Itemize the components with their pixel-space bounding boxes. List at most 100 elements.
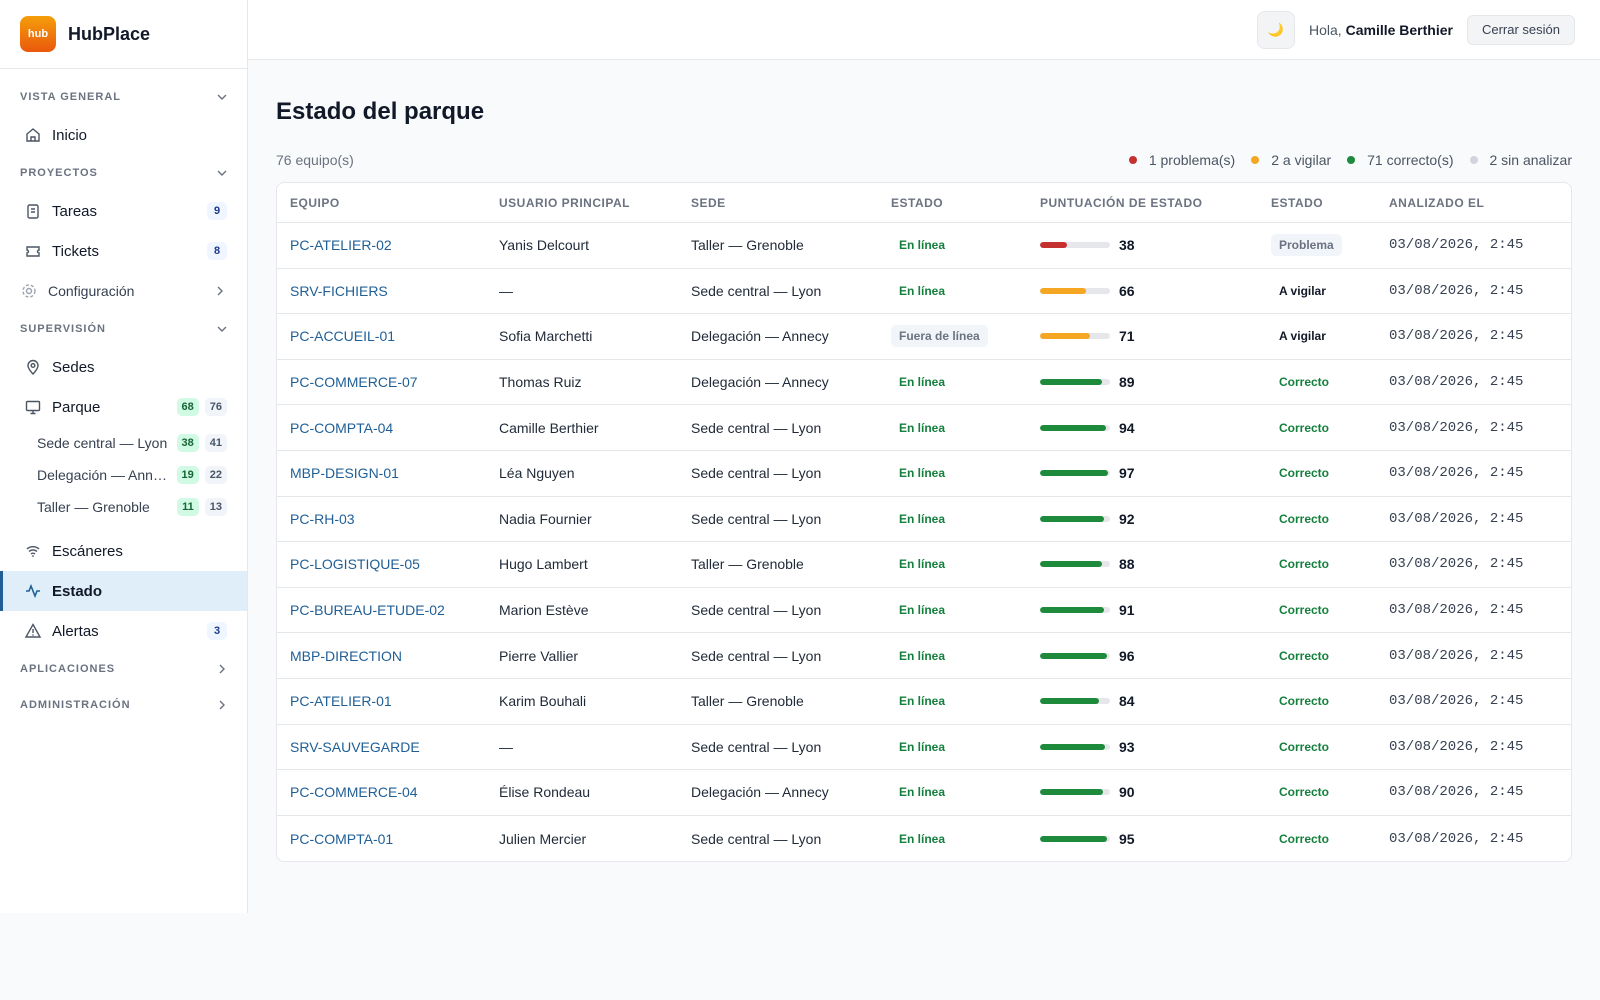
brand[interactable]: hub HubPlace	[0, 0, 247, 69]
table-row[interactable]: PC-ACCUEIL-01 Sofia Marchetti Delegación —…	[277, 314, 1571, 360]
health-score: 89	[1040, 374, 1271, 390]
table-row[interactable]: PC-LOGISTIQUE-05 Hugo Lambert Taller — Gre…	[277, 542, 1571, 588]
health-status-badge: Correcto	[1279, 648, 1330, 663]
device-link[interactable]: PC-RH-03	[290, 510, 355, 527]
table-row[interactable]: SRV-SAUVEGARDE — Sede central — Lyon En lín…	[277, 725, 1571, 771]
col-user-header[interactable]: USUARIO PRINCIPAL	[499, 195, 630, 210]
device-link[interactable]: PC-BUREAU-ETUDE-02	[290, 602, 445, 619]
scanned-at: 03/08/2026, 2:45	[1389, 510, 1524, 527]
device-link[interactable]: SRV-SAUVEGARDE	[290, 738, 420, 755]
score-value: 95	[1119, 830, 1135, 847]
theme-toggle-button[interactable]: 🌙	[1257, 10, 1296, 49]
table-row[interactable]: SRV-FICHIERS — Sede central — Lyon En línea…	[277, 269, 1571, 315]
col-scanned-header[interactable]: ANALIZADO EL	[1389, 195, 1485, 210]
scanned-at: 03/08/2026, 2:45	[1389, 556, 1524, 573]
primary-user: Pierre Vallier	[499, 647, 579, 664]
table-row[interactable]: PC-COMPTA-01 Julien Mercier Sede central —…	[277, 816, 1571, 862]
device-link[interactable]: PC-ATELIER-01	[290, 693, 392, 710]
score-bar	[1040, 287, 1110, 294]
device-link[interactable]: PC-COMMERCE-04	[290, 784, 418, 801]
section-supervision[interactable]: SUPERVISIÓN	[0, 311, 247, 347]
connection-status-badge: En línea	[899, 785, 946, 800]
site-name: Sede central — Lyon	[691, 647, 822, 664]
score-bar-fill	[1040, 835, 1107, 842]
sidebar-item-site-lyon[interactable]: Sede central — Lyon 38 41	[0, 427, 247, 459]
sidebar-item-site-annecy[interactable]: Delegación — Annecy 19 22	[0, 459, 247, 491]
col-score-header[interactable]: PUNTUACIÓN DE ESTADO	[1040, 195, 1203, 210]
device-link[interactable]: PC-COMPTA-04	[290, 419, 394, 436]
connection-status-badge: Fuera de línea	[891, 325, 988, 348]
primary-user: Nadia Fournier	[499, 510, 592, 527]
sidebar-item-sites[interactable]: Sedes	[0, 347, 247, 387]
score-bar	[1040, 333, 1110, 340]
table-row[interactable]: MBP-DESIGN-01 Léa Nguyen Sede central — Ly…	[277, 451, 1571, 497]
sidebar: hub HubPlace VISTA GENERAL Inicio PROYEC…	[0, 0, 248, 913]
col-status-header[interactable]: ESTADO	[891, 195, 944, 210]
legend-dot	[1347, 156, 1356, 164]
table-row[interactable]: PC-COMMERCE-07 Thomas Ruiz Delegación — An…	[277, 360, 1571, 406]
device-link[interactable]: MBP-DIRECTION	[290, 647, 402, 664]
device-link[interactable]: PC-LOGISTIQUE-05	[290, 556, 420, 573]
health-score: 84	[1040, 693, 1271, 709]
device-link[interactable]: PC-ACCUEIL-01	[290, 328, 396, 345]
table-row[interactable]: PC-ATELIER-01 Karim Bouhali Taller — Greno…	[277, 679, 1571, 725]
device-link[interactable]: PC-COMMERCE-07	[290, 374, 418, 391]
brand-name: HubPlace	[68, 23, 151, 44]
scanned-at: 03/08/2026, 2:45	[1389, 374, 1524, 391]
sidebar-item-fleet[interactable]: Parque 68 76	[0, 387, 247, 427]
sidebar-item-tickets[interactable]: Tickets 8	[0, 231, 247, 271]
score-bar-fill	[1040, 743, 1106, 750]
score-value: 93	[1119, 738, 1135, 755]
tickets-count-badge: 8	[207, 242, 227, 260]
health-score: 95	[1040, 831, 1271, 847]
logout-button[interactable]: Cerrar sesión	[1466, 14, 1575, 45]
table-row[interactable]: PC-BUREAU-ETUDE-02 Marion Estève Sede cent…	[277, 588, 1571, 634]
page-title: Estado del parque	[276, 98, 485, 125]
sidebar-item-home[interactable]: Inicio	[0, 115, 247, 155]
col-site-header[interactable]: SEDE	[691, 195, 726, 210]
section-admin[interactable]: ADMINISTRACIÓN	[0, 687, 247, 723]
sidebar-item-tasks[interactable]: Tareas 9	[0, 191, 247, 231]
health-legend: 1 problema(s) 2 a vigilar 71 correcto(s) 2 …	[1113, 152, 1572, 168]
primary-user: Camille Berthier	[499, 419, 599, 436]
sidebar-item-config[interactable]: Configuración	[0, 271, 247, 311]
table-row[interactable]: PC-COMMERCE-04 Élise Rondeau Delegación — …	[277, 770, 1571, 816]
device-link[interactable]: PC-ATELIER-02	[290, 237, 392, 254]
legend-item: 2 sin analizar	[1469, 152, 1572, 168]
device-link[interactable]: SRV-FICHIERS	[290, 282, 388, 299]
sidebar-item-scanners[interactable]: Escáneres	[0, 531, 247, 571]
section-projects[interactable]: PROYECTOS	[0, 155, 247, 191]
section-apps[interactable]: APLICACIONES	[0, 651, 247, 687]
table-row[interactable]: MBP-DIRECTION Pierre Vallier Sede central …	[277, 633, 1571, 679]
section-overview[interactable]: VISTA GENERAL	[0, 79, 247, 115]
score-bar	[1040, 652, 1110, 659]
device-link[interactable]: MBP-DESIGN-01	[290, 465, 399, 482]
table-row[interactable]: PC-COMPTA-04 Camille Berthier Sede central…	[277, 405, 1571, 451]
sidebar-item-health[interactable]: Estado	[0, 571, 247, 611]
score-bar-fill	[1040, 287, 1087, 294]
legend-dot	[1251, 156, 1260, 164]
sidebar-item-alerts[interactable]: Alertas 3	[0, 611, 247, 651]
section-admin-label: ADMINISTRACIÓN	[20, 699, 131, 711]
sidebar-item-label: Estado	[52, 582, 103, 600]
health-score: 91	[1040, 602, 1271, 618]
col-device-header[interactable]: EQUIPO	[290, 195, 340, 210]
scanned-at: 03/08/2026, 2:45	[1389, 602, 1524, 619]
score-bar	[1040, 379, 1110, 386]
col-health-header[interactable]: ESTADO	[1271, 195, 1324, 210]
primary-user: Léa Nguyen	[499, 465, 575, 482]
table-row[interactable]: PC-ATELIER-02 Yanis Delcourt Taller — Gren…	[277, 223, 1571, 269]
score-value: 88	[1119, 556, 1135, 573]
device-link[interactable]: PC-COMPTA-01	[290, 830, 394, 847]
score-bar	[1040, 515, 1110, 522]
health-status-badge: Correcto	[1279, 375, 1330, 390]
table-row[interactable]: PC-RH-03 Nadia Fournier Sede central — Lyo…	[277, 497, 1571, 543]
scanned-at: 03/08/2026, 2:45	[1389, 693, 1524, 710]
site-ok-badge: 11	[177, 498, 199, 516]
chevron-right-icon	[217, 286, 223, 296]
site-ok-badge: 38	[176, 434, 199, 452]
tasks-count-badge: 9	[207, 202, 227, 220]
connection-status-badge: En línea	[899, 283, 946, 298]
connection-status-badge: En línea	[899, 375, 946, 390]
sidebar-item-site-grenoble[interactable]: Taller — Grenoble 11 13	[0, 491, 247, 523]
